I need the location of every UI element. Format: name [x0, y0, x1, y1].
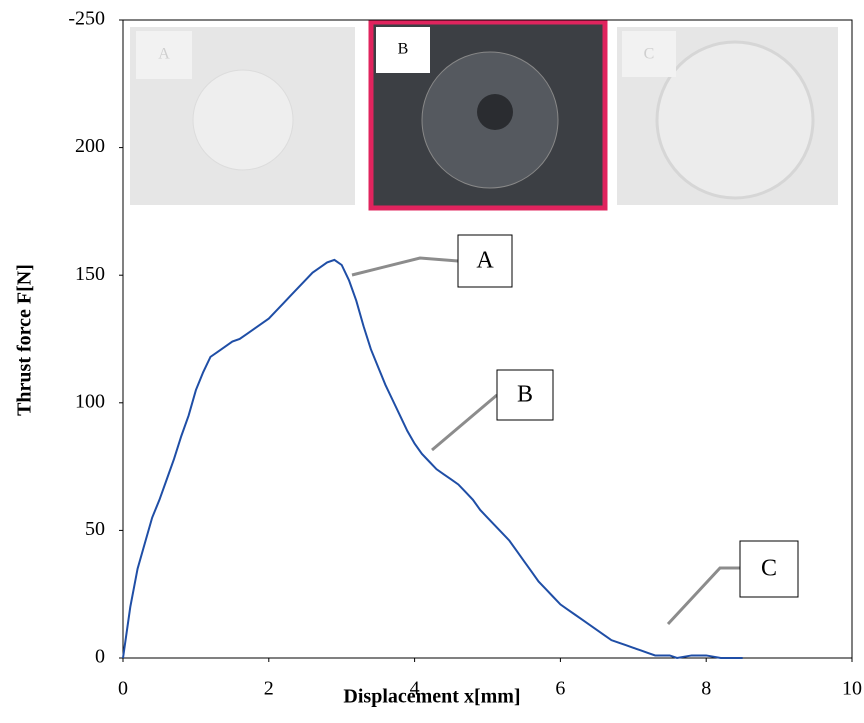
annotation-box [739, 540, 799, 598]
inset-image [192, 69, 294, 171]
y-tick-label: 100 [75, 390, 105, 412]
y-tick-label: -250 [68, 8, 105, 30]
x-tick-label: 0 [118, 678, 128, 700]
inset-label-box [622, 31, 676, 77]
annotation-label: B [517, 382, 533, 408]
inset-label-box [136, 31, 192, 79]
x-tick-label: 2 [264, 678, 274, 700]
annotation-box [496, 369, 554, 421]
x-tick-label: 4 [410, 678, 420, 700]
inset-label: A [158, 46, 170, 63]
annotation-arrow [666, 566, 740, 626]
x-tick-label: 10 [842, 678, 862, 700]
y-tick-label: 50 [85, 518, 105, 540]
x-axis-label: Displacement x[mm] [343, 686, 520, 708]
inset-label: B [398, 41, 409, 58]
annotation-arrow [351, 256, 459, 277]
x-tick-label: 8 [701, 678, 711, 700]
annotation-label: A [476, 248, 494, 274]
inset-image [477, 94, 513, 130]
data-line [122, 258, 743, 660]
inset-label: C [644, 46, 655, 63]
y-tick-label: 150 [75, 263, 105, 285]
annotation-box [457, 234, 513, 288]
inset-image [655, 40, 815, 200]
inset-label-box [376, 27, 430, 73]
y-tick-label: 200 [75, 135, 105, 157]
annotation-arrow [431, 393, 498, 452]
annotation-label: C [761, 556, 777, 582]
y-tick-label: 0 [95, 646, 105, 668]
plot-frame [122, 19, 853, 659]
y-axis-label: Thrust force F[N] [14, 264, 36, 416]
x-tick-label: 6 [555, 678, 565, 700]
